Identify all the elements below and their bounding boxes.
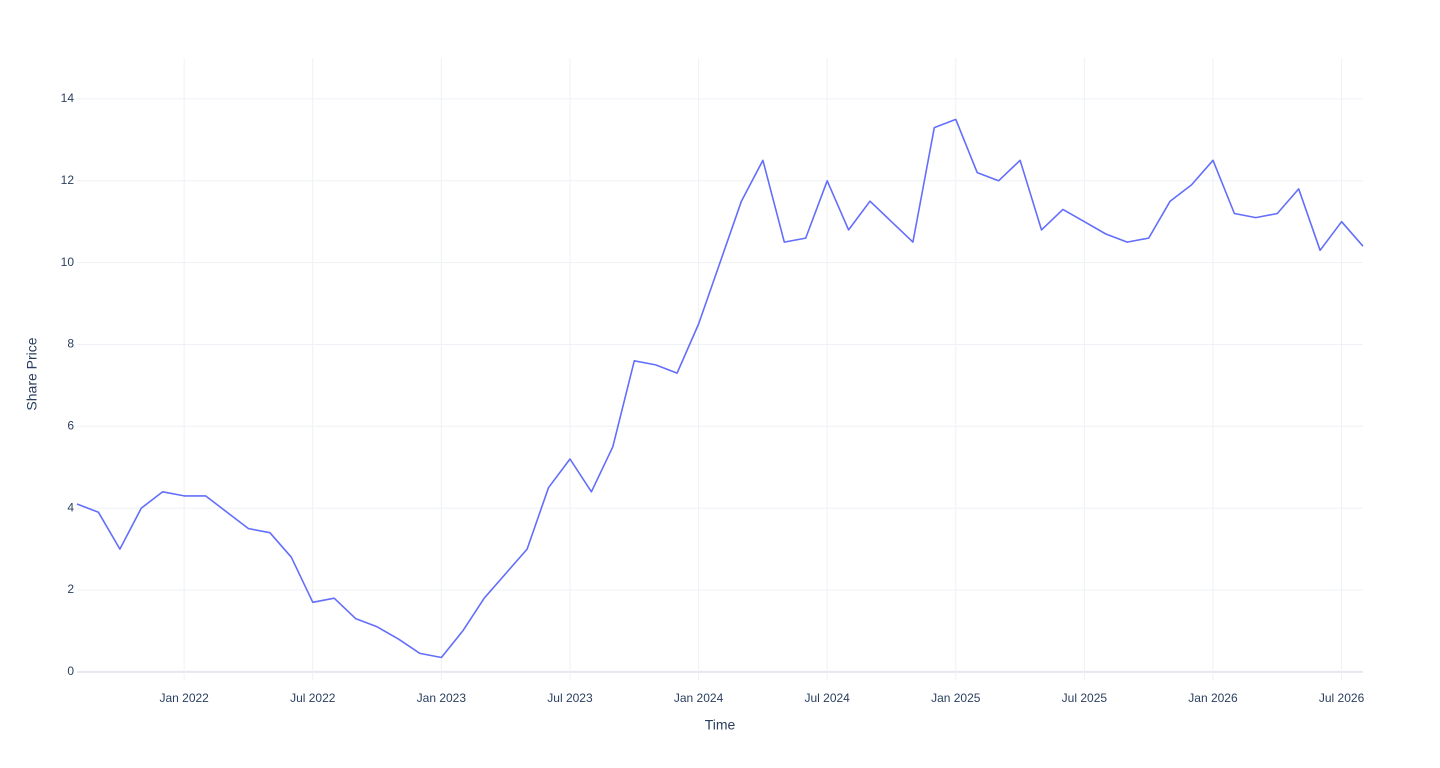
x-tick-label: Jan 2022 — [159, 691, 209, 705]
x-tick-label: Jul 2025 — [1062, 691, 1108, 705]
x-tick-label: Jul 2026 — [1319, 691, 1365, 705]
y-tick-label: 12 — [61, 173, 75, 187]
y-tick-label: 2 — [67, 582, 74, 596]
y-tick-label: 14 — [61, 91, 75, 105]
y-tick-label: 6 — [67, 418, 74, 432]
x-tick-label: Jul 2022 — [290, 691, 336, 705]
y-tick-label: 10 — [61, 255, 75, 269]
x-tick-label: Jul 2024 — [804, 691, 850, 705]
x-tick-label: Jan 2023 — [417, 691, 467, 705]
x-axis-title: Time — [705, 717, 736, 733]
x-tick-label: Jan 2025 — [931, 691, 981, 705]
y-tick-label: 0 — [67, 664, 74, 678]
x-tick-label: Jan 2026 — [1188, 691, 1238, 705]
x-tick-label: Jan 2024 — [674, 691, 724, 705]
y-tick-label: 8 — [67, 337, 74, 351]
y-tick-label: 4 — [67, 500, 74, 514]
line-series — [76, 118, 1364, 659]
x-tick-label: Jul 2023 — [547, 691, 593, 705]
y-axis-title: Share Price — [24, 337, 40, 410]
